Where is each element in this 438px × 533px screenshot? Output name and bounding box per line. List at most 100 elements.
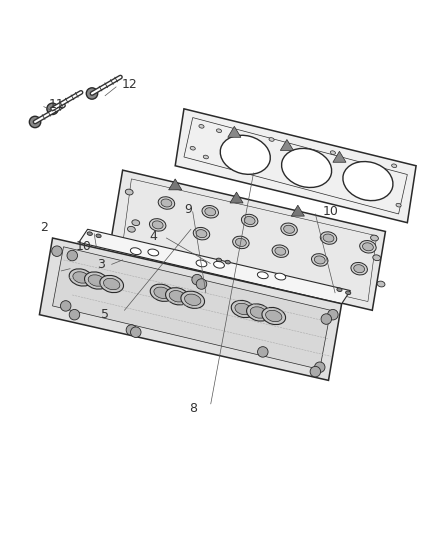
Ellipse shape <box>87 232 92 236</box>
Ellipse shape <box>199 125 204 128</box>
Ellipse shape <box>244 216 255 224</box>
Circle shape <box>67 251 78 261</box>
Ellipse shape <box>275 273 286 280</box>
Ellipse shape <box>196 260 207 267</box>
Ellipse shape <box>330 151 336 155</box>
Ellipse shape <box>354 265 364 273</box>
Ellipse shape <box>214 261 224 268</box>
Ellipse shape <box>154 287 170 298</box>
Ellipse shape <box>281 223 297 236</box>
Text: 12: 12 <box>121 78 137 91</box>
Text: 9: 9 <box>184 203 192 216</box>
Polygon shape <box>291 205 304 216</box>
Polygon shape <box>333 151 346 162</box>
Text: 5: 5 <box>101 308 109 321</box>
Ellipse shape <box>205 208 215 216</box>
Ellipse shape <box>88 275 105 286</box>
Circle shape <box>52 246 62 256</box>
Ellipse shape <box>190 147 195 150</box>
Circle shape <box>328 310 338 320</box>
Ellipse shape <box>346 291 351 295</box>
Polygon shape <box>228 126 241 138</box>
Ellipse shape <box>203 155 208 159</box>
Ellipse shape <box>241 214 258 227</box>
Ellipse shape <box>150 284 174 301</box>
Text: 10: 10 <box>75 240 91 253</box>
Ellipse shape <box>73 272 89 283</box>
Text: 10: 10 <box>323 205 339 218</box>
Circle shape <box>69 310 80 320</box>
Ellipse shape <box>85 272 108 289</box>
Ellipse shape <box>236 238 246 246</box>
Ellipse shape <box>181 291 205 309</box>
Ellipse shape <box>216 258 222 262</box>
Ellipse shape <box>127 227 135 232</box>
Ellipse shape <box>96 234 101 238</box>
Ellipse shape <box>220 135 270 174</box>
Ellipse shape <box>69 269 93 286</box>
Circle shape <box>310 366 321 377</box>
Ellipse shape <box>125 189 133 195</box>
Circle shape <box>60 301 71 311</box>
Circle shape <box>131 327 141 337</box>
Polygon shape <box>79 229 350 304</box>
Ellipse shape <box>311 254 328 266</box>
Ellipse shape <box>161 199 172 207</box>
Ellipse shape <box>100 276 124 293</box>
Text: 4: 4 <box>149 230 157 243</box>
Ellipse shape <box>392 164 397 167</box>
Ellipse shape <box>131 248 141 255</box>
Ellipse shape <box>149 219 166 231</box>
Circle shape <box>196 279 207 289</box>
Ellipse shape <box>377 281 385 287</box>
Ellipse shape <box>360 240 376 253</box>
Polygon shape <box>280 140 293 150</box>
Polygon shape <box>53 247 331 369</box>
Ellipse shape <box>275 247 286 255</box>
Ellipse shape <box>323 234 334 242</box>
Ellipse shape <box>132 220 140 225</box>
Ellipse shape <box>269 138 274 141</box>
Ellipse shape <box>169 290 186 302</box>
Ellipse shape <box>166 288 189 305</box>
Ellipse shape <box>343 161 393 200</box>
Ellipse shape <box>262 308 286 325</box>
Ellipse shape <box>196 230 207 238</box>
Text: 8: 8 <box>189 402 197 415</box>
Ellipse shape <box>202 206 219 218</box>
Circle shape <box>321 314 332 324</box>
Polygon shape <box>39 238 342 381</box>
Polygon shape <box>175 109 416 223</box>
Ellipse shape <box>231 301 255 318</box>
Ellipse shape <box>373 255 381 261</box>
Ellipse shape <box>371 235 378 241</box>
Ellipse shape <box>337 288 342 292</box>
Ellipse shape <box>233 236 249 249</box>
Ellipse shape <box>148 249 159 256</box>
Ellipse shape <box>193 228 210 240</box>
Ellipse shape <box>363 243 373 251</box>
Text: 2: 2 <box>40 221 48 233</box>
Ellipse shape <box>158 197 175 209</box>
Polygon shape <box>230 192 243 203</box>
Text: 11: 11 <box>49 98 65 111</box>
Circle shape <box>29 116 41 128</box>
Circle shape <box>47 103 58 115</box>
Ellipse shape <box>152 221 163 229</box>
Circle shape <box>258 346 268 357</box>
Ellipse shape <box>247 304 270 321</box>
Ellipse shape <box>235 303 251 314</box>
Ellipse shape <box>282 148 332 188</box>
Ellipse shape <box>103 278 120 290</box>
Ellipse shape <box>320 232 337 244</box>
Circle shape <box>192 274 202 285</box>
Ellipse shape <box>396 204 401 207</box>
Ellipse shape <box>258 272 268 279</box>
Circle shape <box>86 88 98 99</box>
Ellipse shape <box>284 225 294 233</box>
Text: 3: 3 <box>97 258 105 271</box>
Circle shape <box>314 362 325 373</box>
Polygon shape <box>110 170 385 310</box>
Ellipse shape <box>216 129 222 133</box>
Ellipse shape <box>250 307 267 318</box>
